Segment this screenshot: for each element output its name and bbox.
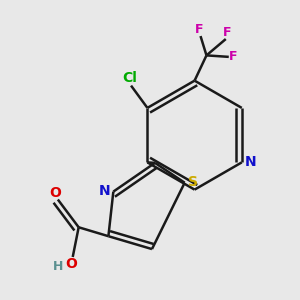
Text: O: O: [50, 186, 61, 200]
Text: F: F: [229, 50, 238, 63]
Text: O: O: [65, 257, 77, 272]
Text: F: F: [223, 26, 232, 39]
Text: N: N: [99, 184, 111, 198]
Text: N: N: [244, 155, 256, 170]
Text: Cl: Cl: [122, 71, 137, 85]
Text: S: S: [188, 175, 198, 189]
Text: H: H: [53, 260, 64, 273]
Text: F: F: [195, 23, 203, 36]
